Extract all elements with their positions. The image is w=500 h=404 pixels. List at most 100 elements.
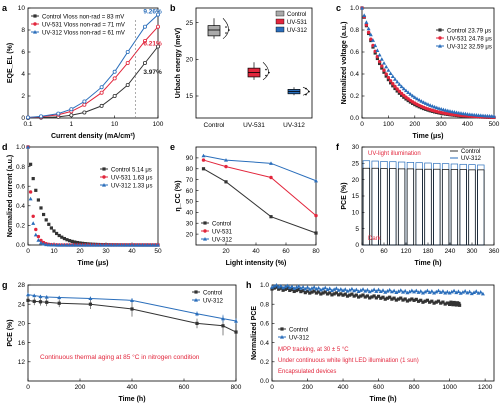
y-tick-label: 15	[352, 193, 360, 200]
data-point	[410, 93, 415, 98]
data-point	[57, 295, 62, 300]
data-point	[428, 300, 432, 304]
data-point	[414, 288, 419, 293]
y-tick-label: 0.4	[350, 71, 359, 78]
data-point	[285, 286, 290, 291]
data-point	[389, 289, 394, 294]
data-point	[478, 289, 483, 294]
data-point	[454, 290, 459, 295]
x-axis-label: Time (h)	[118, 396, 145, 403]
data-point	[399, 84, 404, 89]
bar-control	[397, 168, 406, 246]
y-axis-label: EQE_EL (%)	[7, 43, 14, 83]
data-point	[352, 288, 357, 293]
data-point	[292, 286, 297, 290]
legend-entry: Control	[287, 12, 306, 18]
data-point	[112, 94, 117, 99]
data-point	[292, 289, 296, 294]
bar-uv312	[450, 163, 459, 246]
x-tick-label: 400	[338, 384, 349, 391]
data-point	[47, 222, 51, 226]
data-point	[423, 289, 428, 294]
data-point	[374, 289, 379, 293]
bar-control	[415, 168, 423, 246]
data-point	[410, 297, 414, 301]
panel-g: g Time (h) PCE (%) 12 16 20 24 28 0 200 400 600 800 C…	[2, 280, 242, 403]
data-point	[109, 243, 114, 247]
data-point	[148, 243, 153, 247]
y-tick-label: 0	[355, 242, 359, 249]
y-tick-label: 25	[352, 161, 360, 168]
data-point	[314, 231, 318, 235]
legend-entry: UV-531	[287, 20, 308, 26]
data-point	[452, 288, 457, 293]
bar-control	[362, 167, 371, 246]
data-point	[69, 107, 74, 112]
data-point	[412, 298, 416, 302]
data-point	[65, 238, 69, 242]
data-point	[44, 295, 49, 299]
legend-entry: UV-312 1.33 μs	[111, 183, 152, 189]
data-point	[85, 243, 90, 247]
legend-marker	[33, 14, 37, 18]
x-tick-label: 40	[252, 248, 260, 255]
data-point	[400, 289, 405, 294]
data-point	[31, 214, 35, 218]
annotation: 3.97%	[143, 69, 162, 76]
data-point	[201, 153, 206, 158]
data-point	[62, 242, 67, 247]
data-point	[343, 287, 348, 291]
data-point	[441, 107, 446, 112]
data-point	[352, 294, 356, 298]
data-point	[54, 242, 59, 247]
data-point	[375, 56, 379, 61]
data-point	[419, 298, 423, 302]
y-tick-label: 20	[18, 321, 26, 328]
data-point	[412, 289, 417, 294]
bar-uv312	[415, 162, 423, 246]
data-point	[364, 23, 369, 27]
legend-entry: UV-531	[212, 229, 233, 235]
data-point	[44, 242, 49, 247]
data-point	[88, 296, 93, 301]
data-point	[112, 76, 117, 81]
data-point	[330, 293, 334, 297]
data-point	[341, 293, 345, 297]
data-point	[373, 49, 377, 53]
x-tick-label: 360	[489, 248, 500, 255]
data-point	[393, 77, 397, 81]
y-tick-label: 1.0	[260, 282, 269, 289]
y-tick-label: 2	[21, 93, 25, 100]
data-point	[397, 91, 401, 95]
data-point	[405, 290, 410, 295]
data-point	[381, 295, 385, 299]
bar-uv312	[424, 162, 432, 246]
y-tick-label: 80	[186, 166, 194, 173]
data-point	[391, 84, 395, 88]
panel-label: e	[170, 142, 175, 152]
data-point	[472, 290, 477, 294]
legend-entry: UV-312	[203, 298, 224, 304]
legend-entry: Control	[203, 290, 222, 296]
data-point	[225, 26, 227, 28]
data-point	[135, 243, 140, 247]
data-point	[225, 32, 227, 34]
data-point	[376, 287, 381, 292]
legend-swatch	[275, 26, 285, 33]
data-point	[39, 238, 43, 243]
data-point	[404, 97, 408, 101]
y-tick-label: 50	[186, 199, 194, 206]
data-point	[421, 100, 426, 104]
data-point	[307, 287, 312, 291]
data-point	[363, 288, 368, 293]
data-point	[297, 288, 301, 292]
data-point	[279, 286, 283, 290]
data-point	[26, 292, 30, 297]
data-point	[421, 300, 425, 304]
data-point	[338, 287, 343, 291]
data-point	[265, 74, 267, 77]
y-axis-label: PCE (%)	[341, 182, 348, 209]
y-tick-label: 12	[18, 359, 26, 366]
annotation: Under continuous white light LED illumin…	[278, 358, 419, 364]
